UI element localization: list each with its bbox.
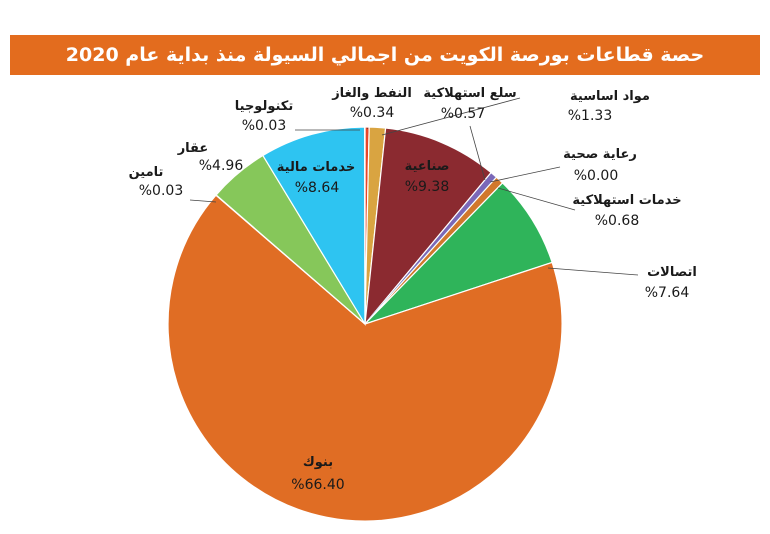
title-bar: حصة قطاعات بورصة الكويت من اجمالي السيول… (10, 35, 760, 75)
slice-value-label-11: %0.03 (242, 118, 286, 134)
slice-name-label-7: بنوك (303, 455, 333, 470)
slice-name-label-6: اتصالات (647, 265, 697, 280)
pie-slice-6 (364, 182, 553, 325)
slice-name-label-4: رعاية صحية (563, 147, 637, 162)
slice-value-label-7: %66.40 (291, 477, 344, 493)
leader-line-6 (547, 267, 639, 276)
slice-value-label-2: %9.38 (405, 179, 449, 195)
slice-name-label-11: تكنولوجيا (235, 99, 294, 114)
leader-line-5 (497, 187, 576, 211)
leader-line-8 (189, 199, 217, 203)
chart-title: حصة قطاعات بورصة الكويت من اجمالي السيول… (65, 44, 705, 66)
slice-value-label-4: %0.00 (574, 168, 618, 184)
leader-line-1 (381, 97, 521, 136)
slice-value-label-0: %0.34 (350, 105, 395, 121)
slice-value-label-8: %0.03 (139, 183, 183, 199)
slice-name-label-3: سلع استهلاكية (423, 86, 516, 101)
pie-slice-7 (167, 194, 563, 522)
slice-value-label-5: %0.68 (595, 213, 639, 229)
slice-name-label-2: صناعية (405, 159, 450, 174)
slice-value-label-1: %1.33 (568, 108, 612, 124)
slice-name-label-5: خدمات استهلاكية (572, 193, 681, 208)
pie-labels: النفط والغاز %0.34 مواد اساسية %1.33 صناعية%… (129, 86, 697, 493)
slice-name-label-1: مواد اساسية (570, 89, 650, 104)
pie-slice-10 (262, 126, 366, 327)
slice-value-label-10: %8.64 (295, 180, 340, 196)
slice-name-label-8: تامين (129, 165, 164, 180)
slice-name-label-9: عقار (177, 141, 209, 156)
leader-line-0 (366, 127, 369, 130)
pie-slice-2 (364, 127, 492, 326)
slice-name-label-0: النفط والغاز (331, 86, 412, 101)
slice-value-label-6: %7.64 (645, 285, 690, 301)
leader-line-4 (489, 166, 561, 183)
slice-value-label-3: %0.57 (441, 106, 485, 122)
pie-slices (167, 126, 563, 522)
slice-value-label-9: %4.96 (199, 158, 244, 174)
slice-name-label-10: خدمات مالية (277, 160, 355, 175)
leader-line-3 (469, 125, 486, 181)
